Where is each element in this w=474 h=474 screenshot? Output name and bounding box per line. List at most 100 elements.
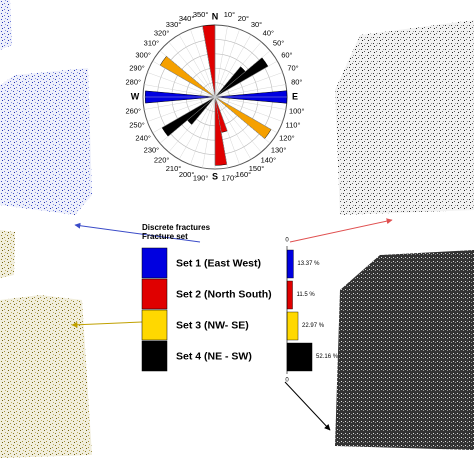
angle-label: 50°: [273, 39, 284, 48]
blue-cloud-piece: [0, 0, 12, 50]
rose-spoke: [214, 96, 252, 160]
point-clouds: [0, 0, 474, 458]
rose-spoke: [159, 96, 216, 144]
rose-spoke: [190, 29, 216, 98]
angle-label: 70°: [287, 64, 298, 73]
legend-swatch: [141, 278, 168, 310]
rose-spoke: [178, 96, 216, 160]
angle-label: 190°: [193, 174, 209, 183]
cardinal-label: N: [212, 11, 219, 21]
legend-label: Set 2 (North South): [176, 288, 272, 300]
arrows: [71, 218, 393, 431]
angle-label: 290°: [129, 64, 145, 73]
rose-spoke: [214, 96, 286, 110]
rose-spoke: [214, 96, 278, 134]
rose-spoke: [168, 41, 216, 98]
angle-label: 170°: [222, 174, 238, 183]
rose-spoke: [214, 96, 271, 144]
grey-cloud: [335, 20, 474, 215]
angle-label: 80°: [291, 78, 302, 87]
value-label: 22.97 %: [302, 323, 325, 329]
olive-cloud: [0, 295, 92, 458]
angle-label: 230°: [144, 145, 160, 154]
legend-subtitle: Fracture set: [142, 232, 188, 241]
rose-spoke: [178, 34, 216, 98]
rose-spoke: [144, 96, 216, 110]
olive-cloud-piece: [0, 230, 15, 278]
rose-spoke: [214, 29, 240, 98]
angle-label: 310°: [144, 39, 160, 48]
rose-spoke: [214, 96, 228, 168]
legend-title: Discrete fractures: [142, 223, 211, 232]
rose-spoke: [202, 96, 216, 168]
rose-spoke: [144, 84, 216, 98]
bar: [286, 249, 294, 279]
rose-spoke: [214, 41, 262, 98]
value-label: 13.37 %: [297, 261, 320, 267]
bar: [286, 342, 313, 372]
cardinal-label: E: [292, 91, 298, 101]
rose-spoke: [202, 26, 216, 98]
dark-cloud: [335, 250, 474, 450]
angle-label: 130°: [271, 145, 287, 154]
cardinal-label: S: [212, 171, 218, 181]
angle-label: 10°: [224, 10, 235, 19]
rose-spoke: [159, 50, 216, 98]
angle-label: 40°: [263, 28, 274, 37]
bar: [286, 311, 299, 341]
rose-spoke: [214, 72, 283, 98]
angle-label: 280°: [126, 78, 142, 87]
legend-label: Set 4 (NE - SW): [176, 350, 252, 362]
rose-spoke: [152, 60, 216, 98]
angle-label: 220°: [154, 156, 170, 165]
angle-label: 150°: [249, 164, 265, 173]
value-label: 52.16 %: [316, 354, 339, 360]
rose-spoke: [168, 96, 216, 153]
rose-spoke: [190, 96, 216, 165]
arrow: [284, 381, 331, 431]
angle-label: 160°: [236, 170, 252, 179]
angle-label: 320°: [154, 28, 170, 37]
angle-label: 110°: [286, 120, 301, 129]
rose-spoke: [147, 72, 216, 98]
legend-swatch: [141, 247, 168, 279]
bar: [286, 280, 293, 310]
angle-label: 140°: [261, 156, 277, 165]
angle-label: 210°: [166, 164, 182, 173]
angle-label: 100°: [289, 106, 305, 115]
x-tick-label: 0: [285, 238, 289, 244]
angle-label: 260°: [126, 106, 142, 115]
x-tick-label: 0: [285, 378, 289, 384]
legend-label: Set 3 (NW- SE): [176, 319, 249, 331]
rose-spoke: [214, 96, 283, 122]
rose-spoke: [214, 60, 278, 98]
rose-spoke: [214, 96, 240, 165]
angle-label: 240°: [135, 133, 151, 142]
angle-label: 250°: [129, 120, 145, 129]
rose-spoke: [147, 96, 216, 122]
angle-label: 20°: [238, 14, 249, 23]
angle-label: 60°: [281, 50, 292, 59]
angle-label: 200°: [179, 170, 195, 179]
angle-label: 340°: [179, 14, 195, 23]
value-label: 11.5 %: [297, 292, 316, 298]
rose-spoke: [214, 96, 262, 153]
rose-spoke: [214, 50, 271, 98]
rose-spoke: [214, 34, 252, 98]
angle-label: 120°: [279, 133, 295, 142]
arrow: [289, 218, 393, 243]
rose-spoke: [214, 26, 228, 98]
legend-swatch: [141, 340, 168, 372]
angle-label: 350°: [193, 10, 209, 19]
blue-cloud: [0, 68, 92, 215]
legend-label: Set 1 (East West): [176, 257, 261, 269]
angle-label: 30°: [251, 20, 262, 29]
angle-label: 330°: [166, 20, 182, 29]
rose-spoke: [152, 96, 216, 134]
rose-diagram: 10° 20°30°40° 50° 60° 70° 80° 100° 110° 120° 130°…: [126, 10, 305, 182]
rose-spoke: [214, 84, 286, 98]
legend-swatch: [141, 309, 168, 341]
angle-label: 300°: [135, 50, 151, 59]
